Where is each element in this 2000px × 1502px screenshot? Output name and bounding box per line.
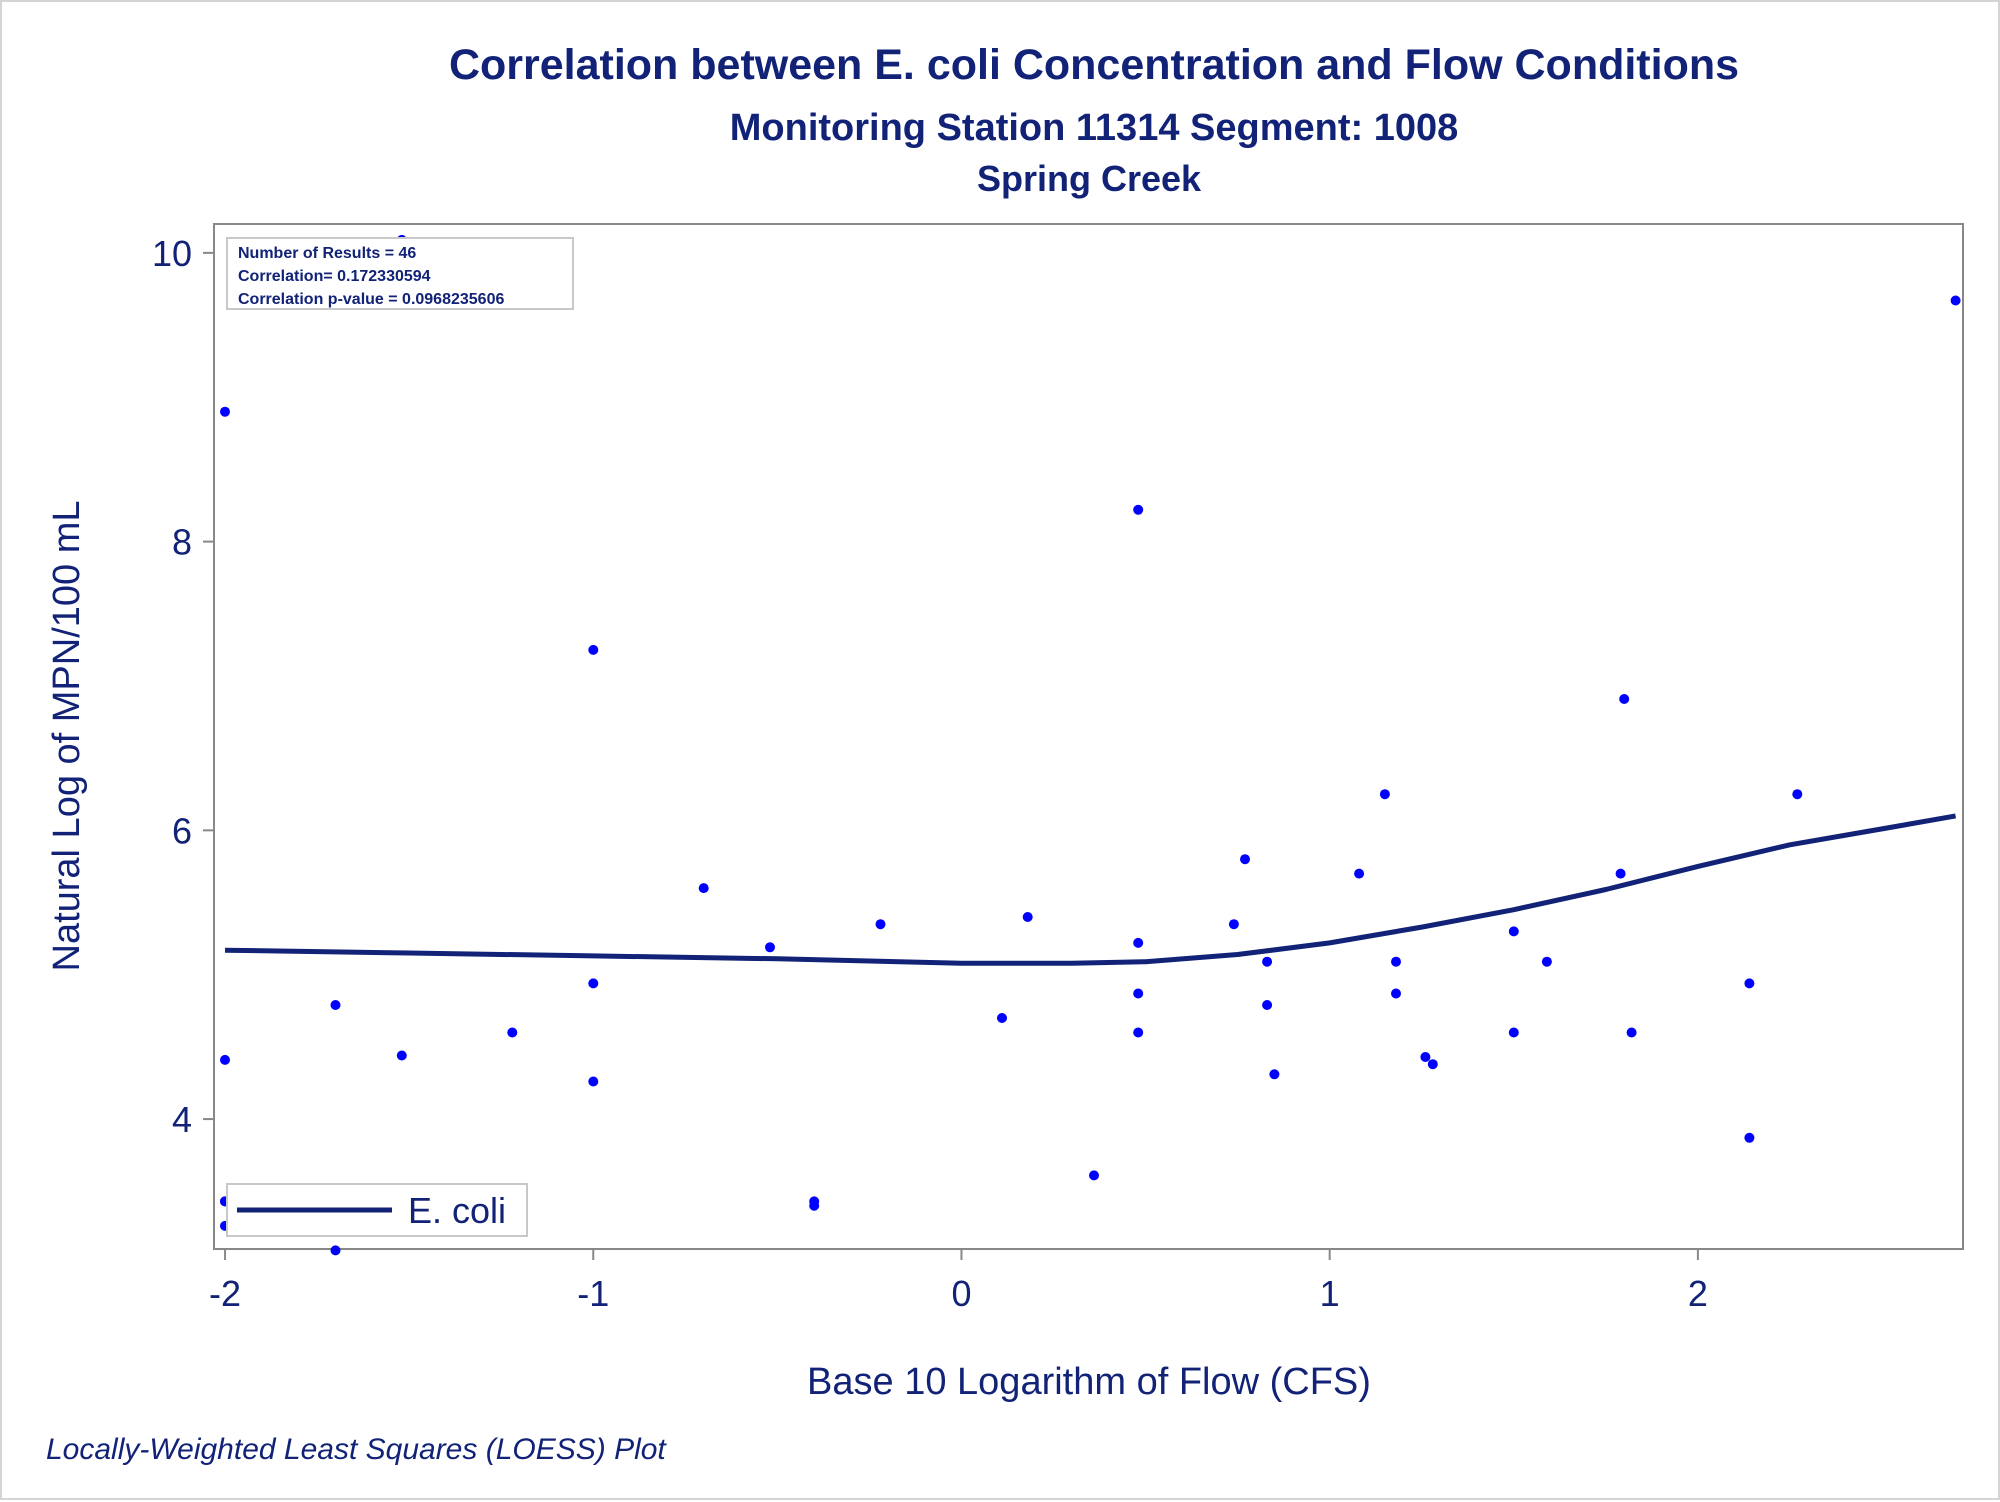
scatter-points-group bbox=[220, 234, 1961, 1256]
data-point bbox=[1262, 1000, 1273, 1010]
data-point bbox=[1391, 956, 1401, 967]
data-point bbox=[1133, 504, 1144, 515]
loess-line-ecoli bbox=[224, 813, 1957, 966]
data-point bbox=[1133, 1027, 1144, 1038]
legend-label-ecoli: E. coli bbox=[408, 1190, 506, 1231]
data-point bbox=[330, 1000, 341, 1010]
loess-curve-group bbox=[224, 813, 1957, 966]
data-point bbox=[588, 644, 599, 655]
y-axis-label: Natural Log of MPN/100 mL bbox=[46, 500, 88, 971]
data-point bbox=[1089, 1170, 1099, 1181]
stat-correlation: Correlation= 0.172330594 bbox=[238, 268, 431, 285]
plot-area-frame bbox=[213, 223, 1964, 1250]
data-point bbox=[1228, 919, 1239, 930]
data-point bbox=[1508, 926, 1519, 937]
x-axis: -2 -1 0 1 2 bbox=[209, 1248, 1963, 1314]
data-point bbox=[588, 1076, 599, 1087]
data-point bbox=[1950, 295, 1961, 306]
y-tick-label: 8 bbox=[172, 522, 192, 563]
data-point bbox=[330, 1245, 341, 1256]
data-point bbox=[1508, 1027, 1519, 1038]
y-tick-label: 6 bbox=[172, 810, 192, 851]
data-point bbox=[1615, 868, 1626, 879]
data-point bbox=[1391, 988, 1401, 999]
data-point bbox=[1354, 868, 1365, 879]
x-tick-label: 2 bbox=[1688, 1273, 1708, 1314]
x-tick-label: 0 bbox=[951, 1273, 971, 1314]
data-point bbox=[1427, 1059, 1438, 1070]
data-point bbox=[1269, 1069, 1280, 1080]
data-point bbox=[1240, 854, 1250, 865]
data-point bbox=[220, 406, 230, 417]
chart-footnote: Locally-Weighted Least Squares (LOESS) P… bbox=[46, 1433, 667, 1466]
data-point bbox=[588, 978, 599, 989]
data-point bbox=[698, 883, 709, 894]
x-tick-label: -2 bbox=[209, 1273, 241, 1314]
data-point bbox=[1619, 694, 1630, 704]
statistics-box-border bbox=[226, 237, 574, 310]
data-point bbox=[1541, 956, 1552, 967]
x-tick-label: -1 bbox=[577, 1273, 609, 1314]
data-point bbox=[1262, 956, 1273, 967]
chart-title: Correlation between E. coli Concentratio… bbox=[449, 41, 1739, 89]
statistics-box: Number of Results = 46 Correlation= 0.17… bbox=[226, 237, 574, 310]
legend: E. coli bbox=[226, 1183, 528, 1237]
y-axis: 4 6 8 10 bbox=[152, 224, 215, 1249]
data-point bbox=[1626, 1027, 1637, 1038]
data-point bbox=[396, 1050, 407, 1061]
data-point bbox=[507, 1027, 518, 1038]
data-point bbox=[220, 1054, 230, 1065]
x-axis-label: Base 10 Logarithm of Flow (CFS) bbox=[807, 1361, 1371, 1403]
stat-p-value: Correlation p-value = 0.0968235606 bbox=[238, 291, 504, 308]
data-point bbox=[1744, 1132, 1755, 1143]
data-point bbox=[1379, 789, 1390, 800]
stat-number-of-results: Number of Results = 46 bbox=[238, 245, 416, 262]
y-tick-label: 10 bbox=[152, 233, 192, 274]
chart-subtitle-location: Spring Creek bbox=[977, 158, 1202, 199]
data-point bbox=[1022, 912, 1033, 922]
data-point bbox=[1792, 789, 1803, 800]
data-point bbox=[1133, 937, 1144, 948]
data-point bbox=[765, 942, 775, 953]
data-point bbox=[875, 919, 886, 930]
data-point bbox=[1744, 978, 1755, 989]
data-point bbox=[809, 1200, 820, 1211]
data-point bbox=[997, 1013, 1007, 1023]
data-point bbox=[1133, 988, 1144, 999]
y-tick-label: 4 bbox=[172, 1099, 192, 1140]
x-tick-label: 1 bbox=[1320, 1273, 1340, 1314]
data-point bbox=[1420, 1052, 1431, 1062]
chart-subtitle: Monitoring Station 11314 Segment: 1008 bbox=[730, 107, 1459, 149]
